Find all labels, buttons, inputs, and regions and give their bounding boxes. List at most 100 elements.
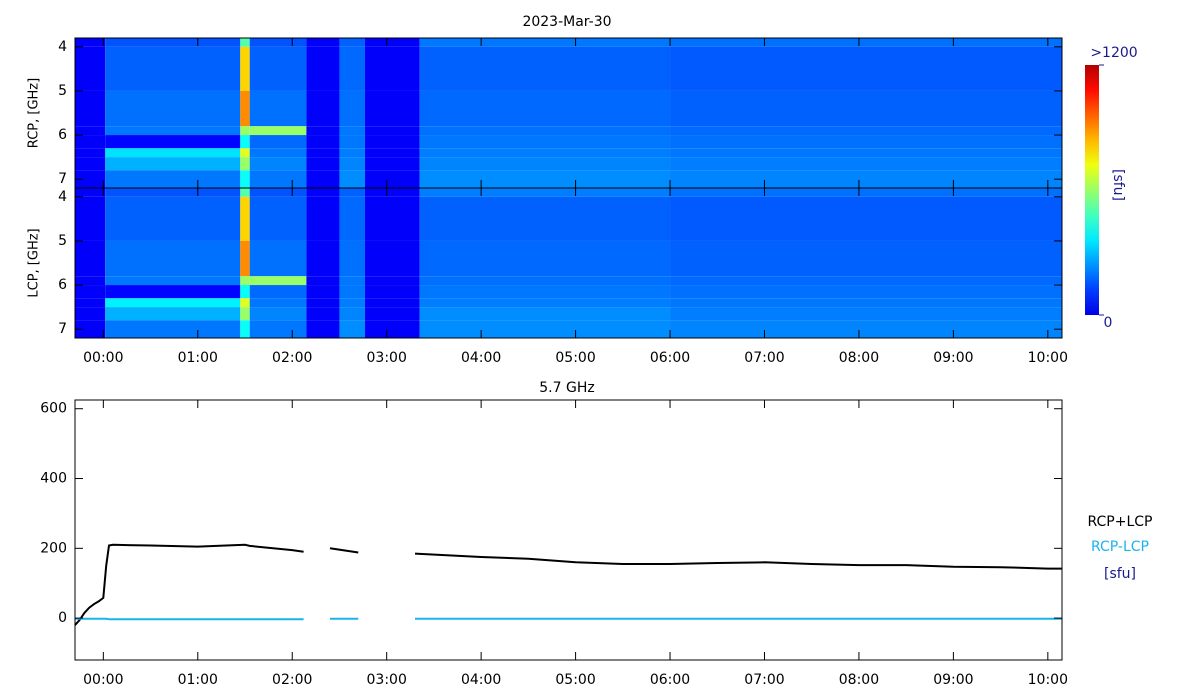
heatmap-cell [105, 307, 241, 321]
heatmap-cell [339, 320, 365, 338]
heatmap-cell [419, 135, 671, 149]
heatmap-cell [249, 188, 307, 197]
y-tick-label: 4 [58, 189, 67, 205]
heatmap-cell [364, 307, 420, 321]
heatmap-cell [306, 46, 340, 91]
heatmap-cell [306, 240, 340, 277]
heatmap-cell [670, 157, 1062, 171]
unit-label: [sfu] [1104, 566, 1136, 582]
heatmap-cell [240, 276, 250, 286]
x-tick-label: 06:00 [650, 672, 690, 688]
heatmap-cell [249, 46, 307, 91]
heatmap-cell [249, 298, 307, 308]
x-tick-label: 07:00 [744, 672, 784, 688]
plot-frame [74, 187, 1063, 339]
heatmap-cell [105, 170, 241, 188]
heatmap-cell [419, 157, 671, 171]
heatmap-cell [339, 170, 365, 188]
heatmap-cell [306, 196, 340, 241]
legend-label: RCP-LCP [1091, 539, 1149, 555]
heatmap-cell [339, 285, 365, 299]
chart-title: 2023-Mar-30 [522, 14, 611, 30]
x-tick-label: 04:00 [461, 350, 501, 366]
heatmap-cell [419, 38, 671, 47]
x-tick-label: 09:00 [933, 350, 973, 366]
x-tick-label: 02:00 [272, 350, 312, 366]
x-tick-label: 04:00 [461, 672, 501, 688]
heatmap-cell [419, 126, 671, 136]
heatmap-cell [670, 90, 1062, 127]
x-tick-label: 10:00 [1028, 672, 1068, 688]
x-tick-label: 01:00 [178, 350, 218, 366]
heatmap-cell [240, 188, 250, 197]
heatmap-cell [306, 148, 340, 158]
heatmap-cell [240, 320, 250, 338]
heatmap-cell [364, 46, 420, 91]
heatmap-cell [105, 298, 241, 308]
heatmap-cell [419, 148, 671, 158]
x-tick-label: 09:00 [933, 672, 973, 688]
heatmap-cell [670, 276, 1062, 286]
heatmap-cell [75, 320, 106, 338]
heatmap-cell [240, 298, 250, 308]
heatmap-cell [670, 170, 1062, 188]
heatmap-cell [419, 170, 671, 188]
heatmap-cell [339, 307, 365, 321]
heatmap-cell [75, 157, 106, 171]
y-tick-label: 0 [58, 610, 67, 626]
y-tick-label: 200 [40, 540, 67, 556]
heatmap-cell [339, 157, 365, 171]
heatmap-cell [105, 46, 241, 91]
heatmap-cell [249, 38, 307, 47]
heatmap-cell [240, 196, 250, 241]
heatmap-cell [339, 90, 365, 127]
heatmap-cell [240, 38, 250, 47]
heatmap-cell [670, 307, 1062, 321]
heatmap-cell [339, 240, 365, 277]
heatmap-cell [364, 126, 420, 136]
heatmap-cell [364, 196, 420, 241]
y-tick-label: 5 [58, 83, 67, 99]
heatmap-cell [670, 298, 1062, 308]
y-tick-label: 6 [58, 277, 67, 293]
heatmap-cell [249, 135, 307, 149]
heatmap-cell [249, 240, 307, 277]
colorbar [1085, 65, 1099, 315]
heatmap-cell [419, 188, 671, 197]
heatmap-cell [339, 196, 365, 241]
heatmap-cell [240, 46, 250, 91]
heatmap-cell [339, 38, 365, 47]
heatmap-cell [364, 148, 420, 158]
heatmap-cell [306, 170, 340, 188]
x-tick-label: 03:00 [367, 672, 407, 688]
heatmap-cell [75, 38, 106, 47]
heatmap-cell [339, 276, 365, 286]
x-tick-label: 00:00 [83, 350, 123, 366]
heatmap-cell [339, 135, 365, 149]
y-tick-label: 7 [58, 321, 67, 337]
heatmap-cell [339, 126, 365, 136]
heatmap-cell [105, 90, 241, 127]
heatmap-cell [364, 240, 420, 277]
heatmap-cell [249, 148, 307, 158]
legend-label: RCP+LCP [1088, 514, 1153, 530]
heatmap-cell [75, 90, 106, 127]
heatmap-cell [249, 276, 307, 286]
heatmap-cell [240, 307, 250, 321]
y-tick-label: 5 [58, 233, 67, 249]
x-tick-label: 10:00 [1028, 350, 1068, 366]
heatmap-cell [75, 170, 106, 188]
x-tick-label: 01:00 [178, 672, 218, 688]
heatmap-cell [75, 276, 106, 286]
heatmap-cell [306, 307, 340, 321]
heatmap-cell [670, 126, 1062, 136]
x-tick-label: 05:00 [555, 350, 595, 366]
heatmap-cell [339, 188, 365, 197]
chart-title: 5.7 GHz [539, 380, 594, 396]
heatmap-cell [306, 320, 340, 338]
heatmap-cell [105, 240, 241, 277]
heatmap-cell [339, 148, 365, 158]
y-tick-label: 7 [58, 171, 67, 187]
y-tick-label: 4 [58, 39, 67, 55]
